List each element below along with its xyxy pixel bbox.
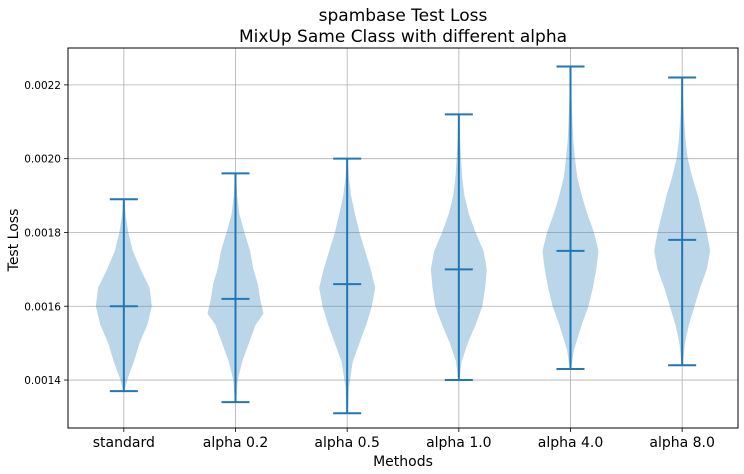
y-axis-label: Test Loss xyxy=(6,209,22,273)
y-tick-label: 0.0020 xyxy=(24,154,61,166)
x-tick-label: alpha 8.0 xyxy=(649,435,715,451)
x-tick-label: standard xyxy=(93,435,155,451)
violins xyxy=(95,65,711,415)
plot-frame xyxy=(67,47,739,429)
axis-ticks: 0.0014 0.0016 0.0018 0.0020 0.0022 standard al… xyxy=(24,80,715,451)
y-tick-label: 0.0016 xyxy=(24,301,61,313)
chart-subtitle: MixUp Same Class with different alpha xyxy=(239,27,567,47)
y-tick-label: 0.0014 xyxy=(24,375,61,387)
x-tick-label: alpha 0.2 xyxy=(203,435,269,451)
grid xyxy=(68,48,738,428)
x-tick-label: alpha 4.0 xyxy=(538,435,604,451)
y-tick-label: 0.0018 xyxy=(24,227,61,239)
chart-title: spambase Test Loss xyxy=(319,6,488,26)
x-tick-label: alpha 0.5 xyxy=(314,435,380,451)
y-tick-label: 0.0022 xyxy=(24,80,61,92)
x-axis-label: Methods xyxy=(373,454,433,470)
x-tick-label: alpha 1.0 xyxy=(426,435,492,451)
